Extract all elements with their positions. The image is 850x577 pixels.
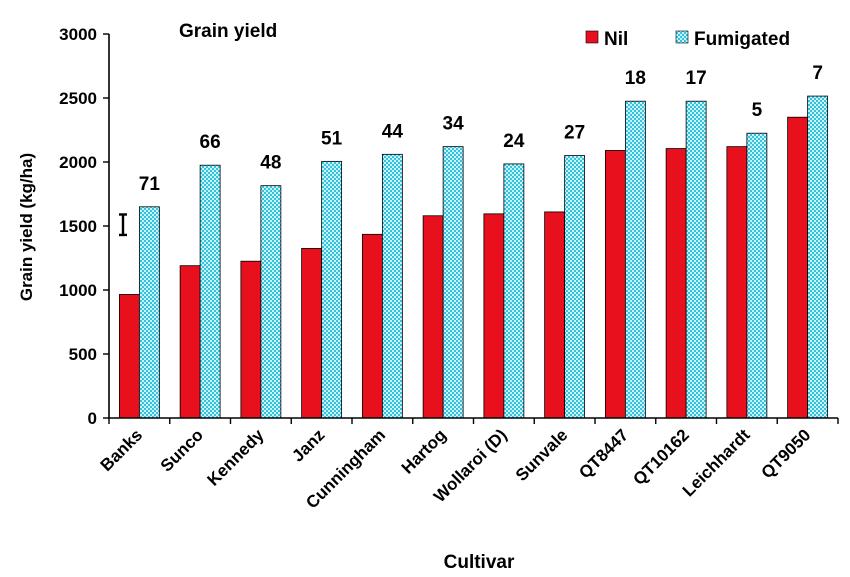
y-tick-label: 2500 — [59, 89, 97, 108]
x-tick-label: Kennedy — [204, 425, 269, 490]
bar-annotation: 24 — [503, 131, 525, 152]
bar-fumigated — [321, 160, 343, 419]
bar-nil — [118, 294, 140, 419]
bar-fumigated — [807, 95, 829, 419]
y-tick-label: 0 — [88, 409, 97, 428]
legend-swatch-nil — [585, 30, 599, 44]
legend-label-fumigated: Fumigated — [694, 29, 790, 50]
bar-fumigated — [564, 155, 586, 419]
x-tick-label: QT9050 — [758, 425, 815, 482]
legend-swatch-fumigated — [675, 30, 689, 44]
y-tick-label: 1500 — [59, 217, 97, 236]
error-bar — [119, 213, 127, 237]
bar-fumigated — [442, 146, 464, 419]
y-axis-label: Grain yield (kg/ha) — [17, 153, 36, 301]
bar-fumigated — [199, 164, 221, 419]
x-tick-label: Hartog — [398, 425, 450, 477]
bar-annotation: 66 — [200, 132, 221, 153]
x-tick-label: Sunvale — [512, 425, 572, 485]
bar-fumigated — [685, 100, 707, 419]
y-axis: 0 500 1000 1500 2000 2500 3000 — [59, 25, 110, 428]
bar-annotation: 71 — [139, 174, 161, 195]
chart-title: Grain yield — [179, 21, 277, 42]
bar-annotation: 51 — [321, 128, 343, 149]
bar-nil — [483, 213, 505, 419]
x-tick-label: Janz — [288, 425, 328, 465]
y-tick-label: 500 — [69, 345, 97, 364]
bar-fumigated — [503, 163, 525, 419]
x-tick-label: Banks — [97, 425, 147, 475]
bar-nil — [240, 260, 262, 419]
bar-annotation: 17 — [686, 68, 707, 89]
bar-nil — [787, 116, 809, 419]
bar-nil — [422, 215, 444, 419]
bar-nil — [726, 146, 748, 419]
x-tick-label: QT8447 — [575, 425, 632, 482]
bar-annotation: 27 — [564, 123, 585, 144]
y-tick-label: 3000 — [59, 25, 97, 44]
bars-group — [118, 95, 829, 419]
bar-fumigated — [138, 206, 160, 419]
bar-nil — [544, 211, 566, 419]
bar-annotation: 48 — [260, 153, 281, 174]
bar-fumigated — [624, 100, 646, 419]
bar-annotation: 44 — [382, 121, 404, 142]
x-axis-label: Cultivar — [444, 552, 515, 573]
bar-fumigated — [260, 185, 282, 419]
bar-fumigated — [746, 132, 768, 419]
bar-nil — [179, 265, 201, 419]
bar-annotation: 34 — [443, 114, 465, 135]
bar-annotation: 18 — [625, 68, 646, 89]
bar-nil — [361, 233, 383, 419]
bar-nil — [665, 148, 687, 419]
legend: Nil Fumigated — [585, 29, 790, 50]
bar-annotations: 71 66 48 51 44 34 24 27 18 17 5 7 — [139, 63, 823, 195]
bar-nil — [301, 247, 323, 419]
y-tick-label: 2000 — [59, 153, 97, 172]
bar-annotation: 5 — [752, 100, 763, 121]
legend-label-nil: Nil — [604, 29, 628, 50]
bar-nil — [604, 150, 626, 419]
y-tick-label: 1000 — [59, 281, 97, 300]
bar-fumigated — [381, 153, 403, 419]
x-tick-label: QT10162 — [629, 425, 693, 489]
x-tick-label: Sunco — [157, 425, 207, 475]
bar-annotation: 7 — [812, 63, 823, 84]
